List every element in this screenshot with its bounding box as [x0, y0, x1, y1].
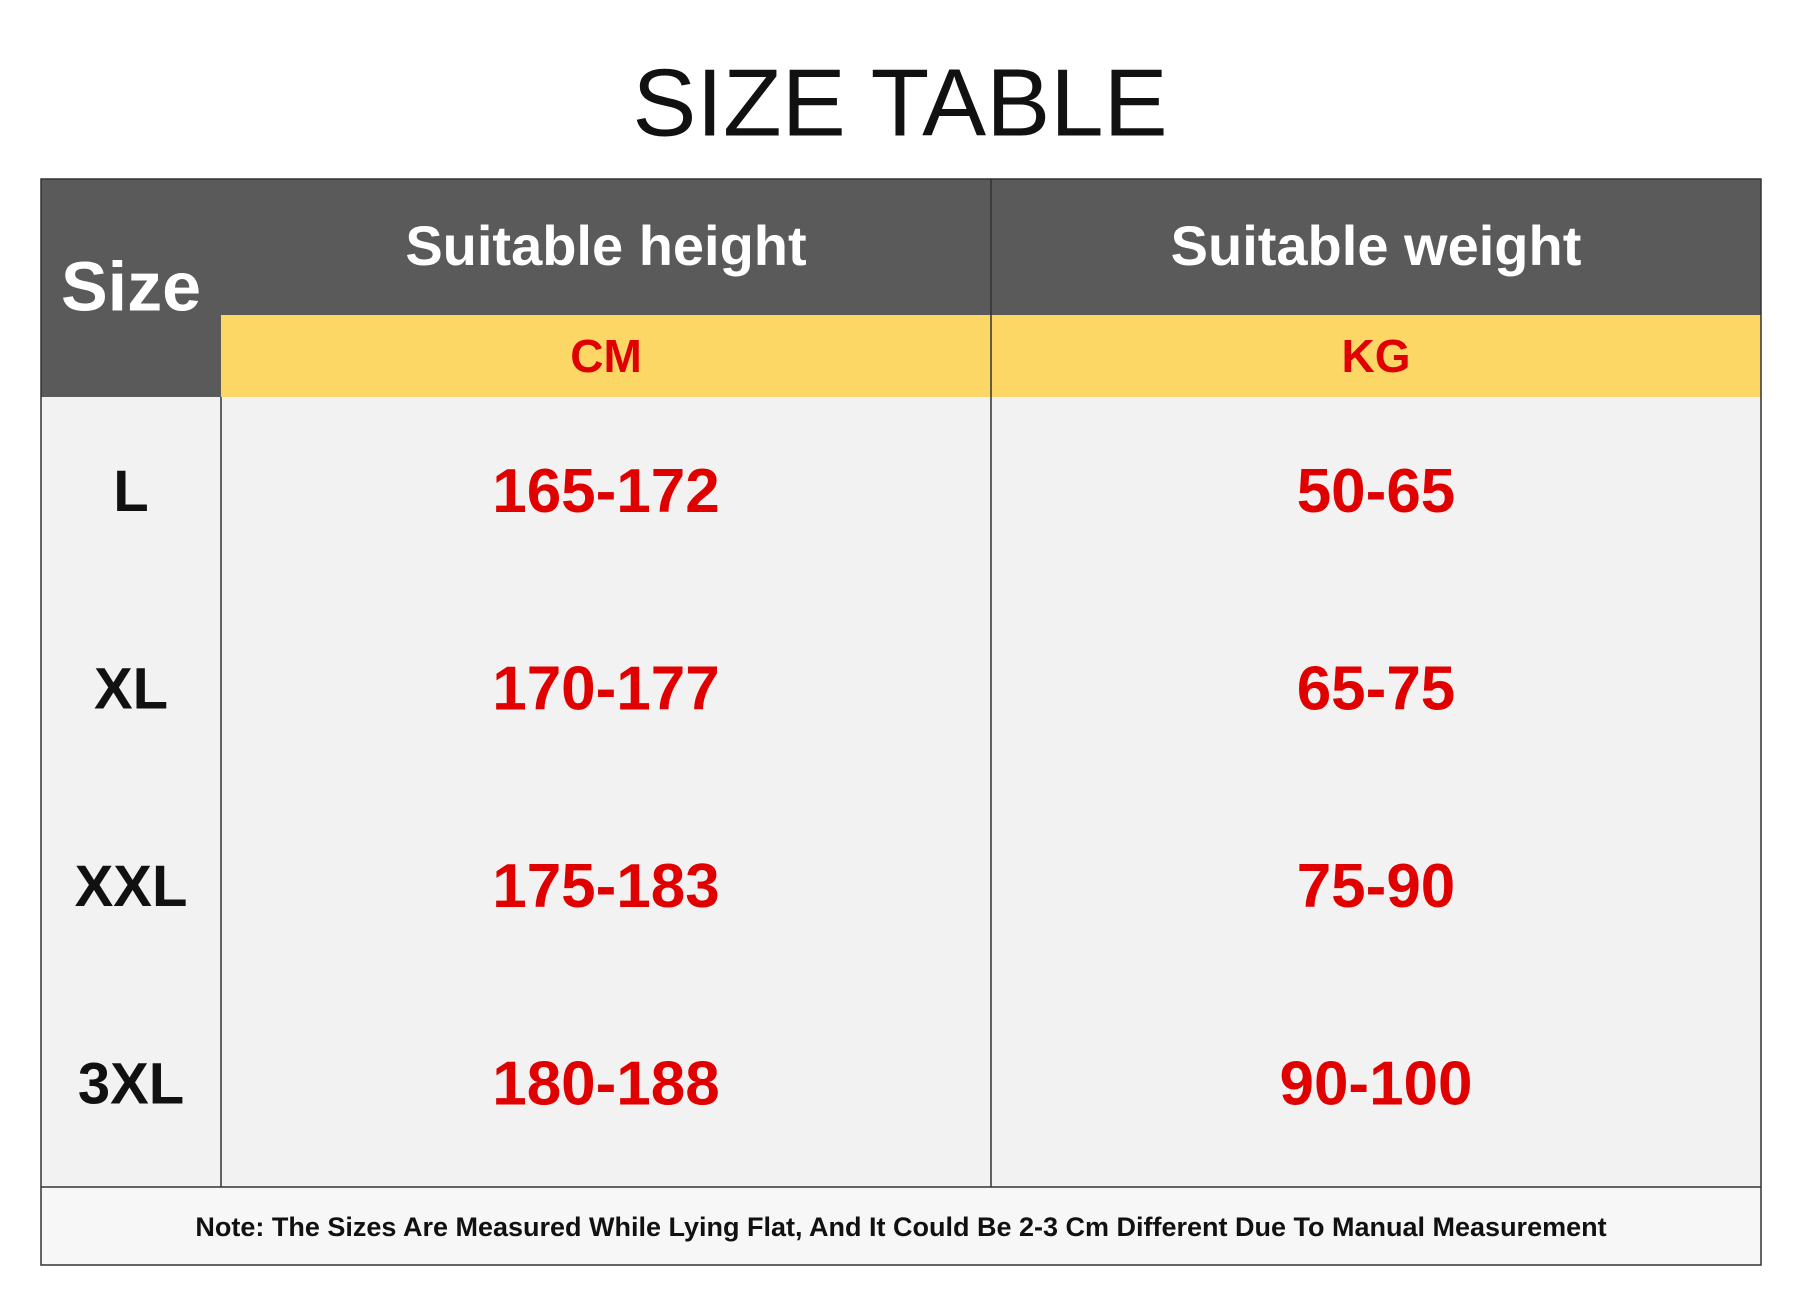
- height-cell: 170-177: [492, 655, 720, 724]
- outer-border: [40, 178, 1762, 1266]
- size-cell: L: [113, 459, 148, 524]
- size-cell: 3XL: [78, 1052, 184, 1117]
- weight-cell: 90-100: [1279, 1050, 1472, 1119]
- size-header: Size: [61, 247, 201, 325]
- height-cell: 175-183: [492, 852, 720, 921]
- note: Note: The Sizes Are Measured While Lying…: [195, 1212, 1606, 1242]
- weight-unit: KG: [1342, 330, 1411, 382]
- weight-cell: 65-75: [1297, 655, 1456, 724]
- note-background: [41, 1187, 1761, 1265]
- height-unit: CM: [570, 330, 642, 382]
- body-background: [41, 397, 1761, 1187]
- size-cell: XXL: [75, 854, 188, 919]
- weight-cell: 75-90: [1297, 852, 1456, 921]
- size-cell: XL: [94, 657, 168, 722]
- page-title: SIZE TABLE: [632, 49, 1167, 156]
- table-borders: [40, 178, 1762, 1266]
- height-cell: 180-188: [492, 1050, 720, 1119]
- weight-cell: 50-65: [1297, 457, 1456, 526]
- height-cell: 165-172: [492, 457, 720, 526]
- height-header: Suitable height: [405, 214, 806, 277]
- weight-header: Suitable weight: [1171, 214, 1582, 277]
